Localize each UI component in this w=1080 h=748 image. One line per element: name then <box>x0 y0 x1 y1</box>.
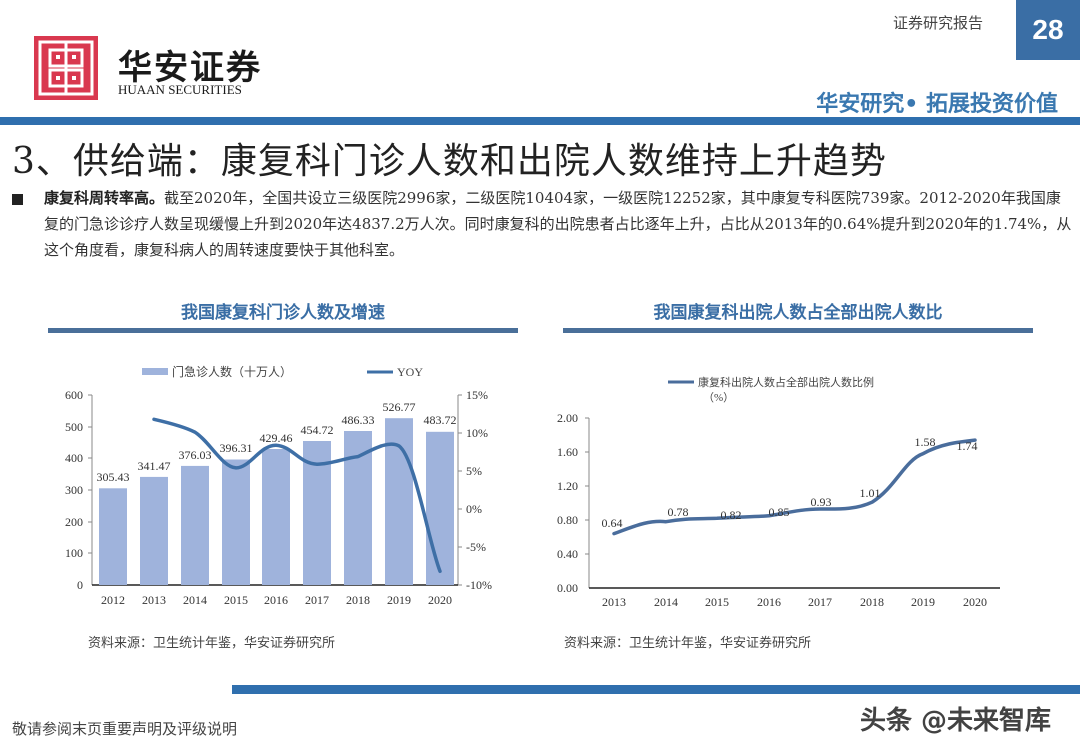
svg-text:1.20: 1.20 <box>557 479 578 493</box>
legend-line-label: YOY <box>397 365 423 379</box>
svg-text:2015: 2015 <box>224 593 248 607</box>
svg-text:100: 100 <box>65 546 83 560</box>
left-chart-title: 我国康复科门诊人数及增速 <box>181 303 385 323</box>
right-chart-source: 资料来源：卫生统计年鉴，华安证券研究所 <box>564 636 812 651</box>
svg-text:2020: 2020 <box>428 593 452 607</box>
slogan: 华安研究• 拓展投资价值 <box>816 92 1058 117</box>
report-type-label: 证券研究报告 <box>893 14 984 32</box>
legend-bar-swatch <box>142 368 168 375</box>
svg-text:341.47: 341.47 <box>138 459 171 473</box>
svg-text:10%: 10% <box>466 426 488 440</box>
bar-series <box>99 418 454 585</box>
watermark: 头条 @未来智库 <box>860 706 1052 736</box>
svg-text:0.40: 0.40 <box>557 547 578 561</box>
bullet-body: 截至2020年，全国共设立三级医院2996家，二级医院10404家，一级医院12… <box>44 189 1072 259</box>
legend-line-label: 康复科出院人数占全部出院人数比例 <box>698 375 874 389</box>
svg-text:2019: 2019 <box>911 595 935 609</box>
svg-text:2017: 2017 <box>305 593 329 607</box>
svg-text:-10%: -10% <box>466 578 492 592</box>
x-axis-labels: 2012 2013 2014 2015 2016 2017 2018 2019 … <box>101 593 452 607</box>
svg-text:600: 600 <box>65 388 83 402</box>
left-y-axis-ticks: 0 100 200 300 400 500 600 <box>65 388 83 592</box>
svg-text:1.58: 1.58 <box>915 435 936 449</box>
footer-divider <box>232 685 1080 694</box>
svg-text:2018: 2018 <box>346 593 370 607</box>
svg-text:0.80: 0.80 <box>557 513 578 527</box>
logo-chinese-name: 华安证券 <box>118 48 262 88</box>
bullet-square-icon <box>12 194 23 205</box>
svg-text:2018: 2018 <box>860 595 884 609</box>
svg-text:0: 0 <box>77 578 83 592</box>
huaan-logo-mark <box>34 36 98 100</box>
svg-text:400: 400 <box>65 451 83 465</box>
svg-text:483.72: 483.72 <box>424 413 457 427</box>
left-chart-plot: 门急诊人数（十万人） YOY 0 100 200 300 400 500 600… <box>65 364 492 607</box>
svg-text:486.33: 486.33 <box>342 413 375 427</box>
svg-text:429.46: 429.46 <box>260 431 293 445</box>
svg-text:2012: 2012 <box>101 593 125 607</box>
footer-disclaimer: 敬请参阅末页重要声明及评级说明 <box>12 720 238 738</box>
right-chart-plot: 康复科出院人数占全部出院人数比例 （%） 0.00 0.40 0.80 1.20… <box>557 375 1000 609</box>
svg-text:5%: 5% <box>466 464 482 478</box>
ratio-line <box>612 438 977 536</box>
right-chart-rule <box>563 328 1033 333</box>
svg-text:2014: 2014 <box>183 593 207 607</box>
svg-text:2016: 2016 <box>757 595 781 609</box>
svg-text:1.01: 1.01 <box>860 486 881 500</box>
svg-text:2015: 2015 <box>705 595 729 609</box>
svg-text:0.93: 0.93 <box>811 495 832 509</box>
svg-text:200: 200 <box>65 515 83 529</box>
svg-text:2020: 2020 <box>963 595 987 609</box>
svg-text:0.82: 0.82 <box>721 508 742 522</box>
svg-text:2016: 2016 <box>264 593 288 607</box>
svg-text:0.85: 0.85 <box>769 505 790 519</box>
svg-text:500: 500 <box>65 420 83 434</box>
svg-text:2.00: 2.00 <box>557 411 578 425</box>
svg-text:300: 300 <box>65 483 83 497</box>
right-y-axis-ticks: -10% -5% 0% 5% 10% 15% <box>466 388 492 592</box>
svg-text:2013: 2013 <box>602 595 626 609</box>
yoy-line <box>152 417 442 574</box>
svg-text:-5%: -5% <box>466 540 486 554</box>
y-axis-ticks: 0.00 0.40 0.80 1.20 1.60 2.00 <box>557 411 578 595</box>
svg-text:376.03: 376.03 <box>179 448 212 462</box>
svg-text:526.77: 526.77 <box>383 400 416 414</box>
bullet-lead: 康复科周转率高。 <box>44 189 165 207</box>
legend-bar-label: 门急诊人数（十万人） <box>172 364 292 379</box>
svg-text:0.64: 0.64 <box>602 516 623 530</box>
point-value-labels: 0.64 0.78 0.82 0.85 0.93 1.01 1.58 1.74 <box>602 435 978 530</box>
svg-text:2019: 2019 <box>387 593 411 607</box>
svg-text:15%: 15% <box>466 388 488 402</box>
svg-text:2014: 2014 <box>654 595 678 609</box>
svg-text:1.74: 1.74 <box>957 439 978 453</box>
bar-value-labels: 305.43 341.47 376.03 396.31 429.46 454.7… <box>97 400 457 484</box>
svg-text:0%: 0% <box>466 502 482 516</box>
svg-text:396.31: 396.31 <box>220 441 253 455</box>
svg-text:2017: 2017 <box>808 595 832 609</box>
left-chart-source: 资料来源：卫生统计年鉴，华安证券研究所 <box>88 636 336 651</box>
x-axis-labels: 2013 2014 2015 2016 2017 2018 2019 2020 <box>602 595 987 609</box>
page-number-badge: 28 <box>1016 0 1080 60</box>
logo-english-name: HUAAN SECURITIES <box>118 82 242 97</box>
svg-text:0.00: 0.00 <box>557 581 578 595</box>
header-divider <box>0 117 1080 125</box>
logo-knot-icon <box>38 40 94 96</box>
svg-text:454.72: 454.72 <box>301 423 334 437</box>
svg-text:0.78: 0.78 <box>668 505 689 519</box>
svg-text:2013: 2013 <box>142 593 166 607</box>
svg-text:1.60: 1.60 <box>557 445 578 459</box>
left-chart-rule <box>48 328 518 333</box>
svg-text:305.43: 305.43 <box>97 470 130 484</box>
right-chart-title: 我国康复科出院人数占全部出院人数比 <box>653 303 943 323</box>
body-paragraph: 康复科周转率高。截至2020年，全国共设立三级医院2996家，二级医院10404… <box>44 185 1074 263</box>
legend-line-unit: （%） <box>703 391 734 404</box>
page-title: 3、供给端：康复科门诊人数和出院人数维持上升趋势 <box>12 141 887 182</box>
